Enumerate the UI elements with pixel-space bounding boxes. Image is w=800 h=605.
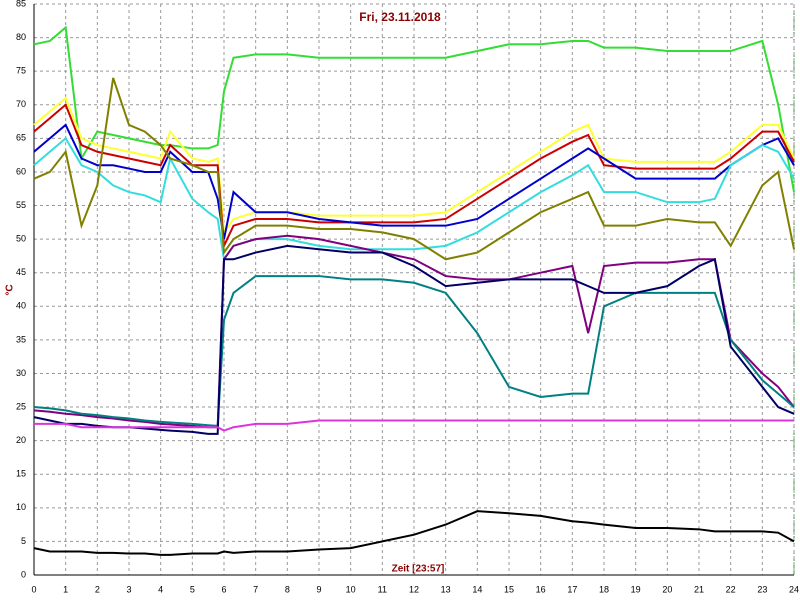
x-tick-label: 7 <box>253 584 258 594</box>
y-tick-label: 5 <box>21 536 26 546</box>
y-tick-label: 65 <box>16 133 26 143</box>
x-tick-label: 16 <box>536 584 546 594</box>
y-tick-label: 0 <box>21 569 26 579</box>
y-tick-label: 35 <box>16 334 26 344</box>
x-tick-label: 2 <box>95 584 100 594</box>
x-tick-label: 5 <box>190 584 195 594</box>
x-tick-label: 9 <box>316 584 321 594</box>
x-tick-label: 20 <box>662 584 672 594</box>
x-tick-label: 21 <box>694 584 704 594</box>
x-tick-label: 10 <box>346 584 356 594</box>
series-line <box>33 275 795 427</box>
x-tick-label: 19 <box>631 584 641 594</box>
x-tick-label: 24 <box>789 584 799 594</box>
series-line <box>33 136 795 262</box>
y-tick-label: 40 <box>16 301 26 311</box>
x-tick-label: 11 <box>378 584 387 594</box>
series-line <box>33 103 795 250</box>
y-tick-label: 60 <box>16 166 26 176</box>
y-tick-label: 80 <box>16 32 26 42</box>
y-axis-label: °C <box>5 284 16 295</box>
x-axis-label: Zeit [23:57] <box>392 564 445 575</box>
y-tick-label: 20 <box>16 435 26 445</box>
x-tick-label: 3 <box>126 584 131 594</box>
y-tick-label: 15 <box>16 469 26 479</box>
y-tick-label: 45 <box>16 267 26 277</box>
y-tick-label: 50 <box>16 233 26 243</box>
x-tick-label: 8 <box>285 584 290 594</box>
y-tick-label: 25 <box>16 401 26 411</box>
series-line <box>33 96 795 236</box>
x-tick-label: 1 <box>63 584 68 594</box>
series-line <box>33 234 795 429</box>
x-tick-label: 6 <box>221 584 226 594</box>
x-tick-label: 0 <box>31 584 36 594</box>
series-line <box>33 123 795 240</box>
series-line <box>33 510 795 556</box>
x-tick-label: 14 <box>472 584 482 594</box>
x-tick-label: 22 <box>726 584 736 594</box>
y-tick-label: 30 <box>16 368 26 378</box>
series-line <box>33 25 795 193</box>
x-tick-label: 12 <box>409 584 419 594</box>
x-tick-label: 15 <box>504 584 514 594</box>
chart-title: Fri, 23.11.2018 <box>359 10 441 24</box>
x-tick-label: 17 <box>567 584 577 594</box>
series-line <box>33 77 795 261</box>
x-tick-label: 13 <box>441 584 451 594</box>
x-tick-label: 18 <box>599 584 609 594</box>
y-tick-label: 55 <box>16 200 26 210</box>
x-tick-label: 4 <box>158 584 163 594</box>
y-tick-label: 70 <box>16 99 26 109</box>
y-tick-label: 75 <box>16 66 26 76</box>
y-tick-label: 85 <box>16 0 26 8</box>
series-line <box>34 419 794 432</box>
x-tick-label: 23 <box>757 584 767 594</box>
y-tick-label: 10 <box>16 502 26 512</box>
